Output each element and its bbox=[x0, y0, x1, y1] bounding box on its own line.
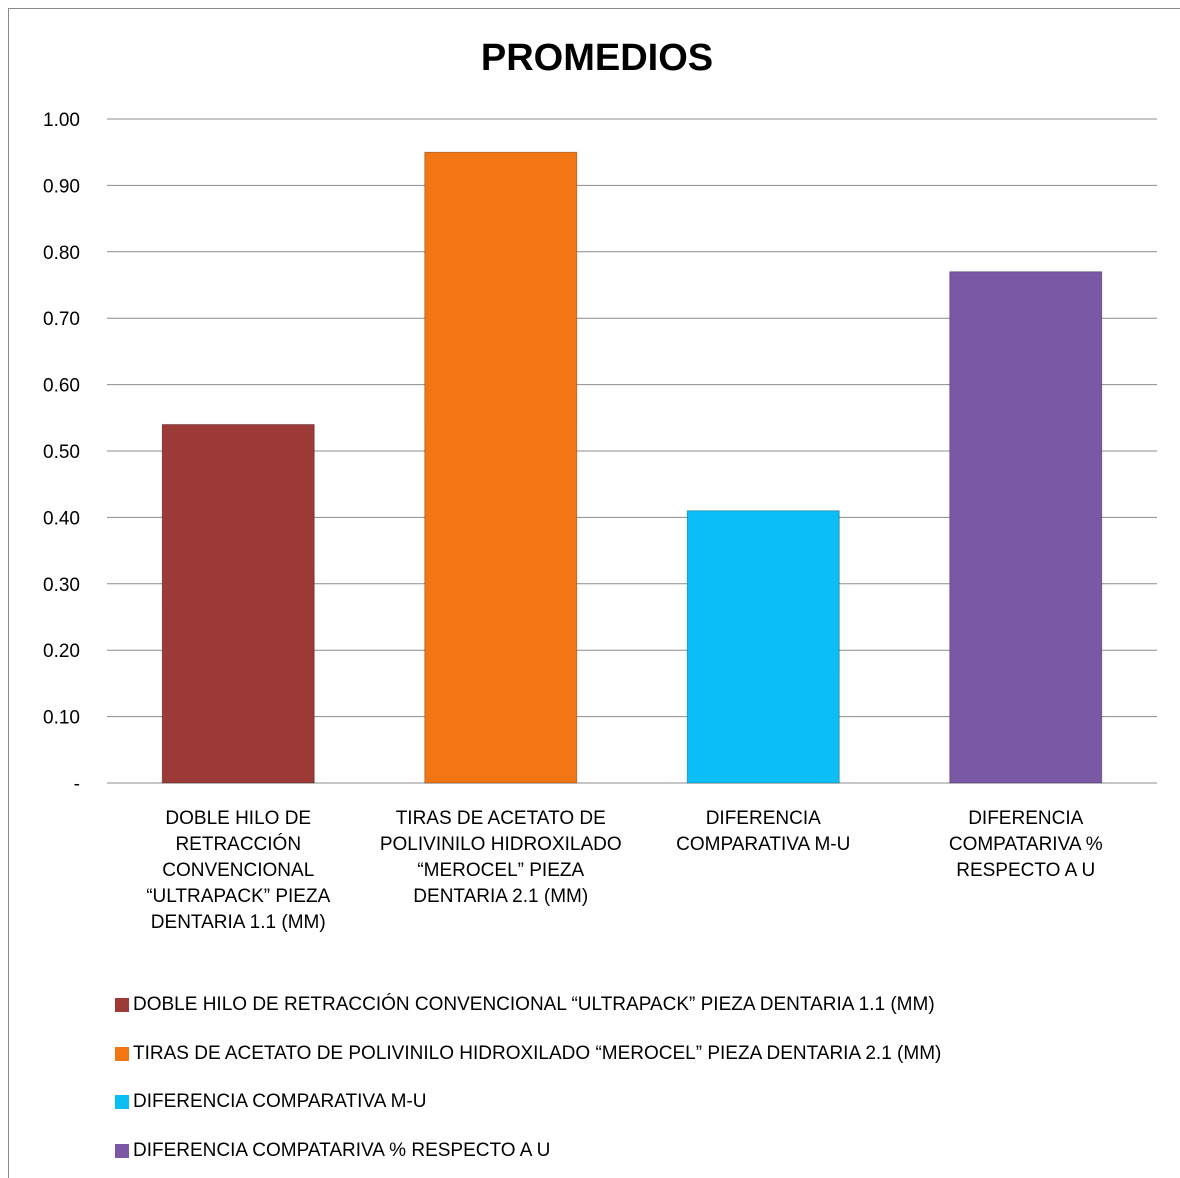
y-tick-label: 0.30 bbox=[43, 575, 80, 596]
legend-label: DOBLE HILO DE RETRACCIÓN CONVENCIONAL “U… bbox=[133, 994, 935, 1015]
x-tick-label: DIFERENCIA COMPARATIVA M-U bbox=[676, 808, 851, 855]
x-tick-label: TIRAS DE ACETATO DE POLIVINILO HIDROXILA… bbox=[379, 808, 622, 907]
legend-swatch bbox=[115, 998, 129, 1012]
x-tick-label: DIFERENCIA COMPATARIVA % RESPECTO A U bbox=[948, 808, 1103, 881]
bar-shade bbox=[949, 271, 1103, 784]
chart-title: PROMEDIOS bbox=[481, 37, 713, 79]
legend-swatch bbox=[115, 1046, 129, 1061]
bar-shade bbox=[686, 510, 840, 784]
legend-swatch bbox=[115, 1143, 129, 1158]
bar-shade bbox=[161, 423, 315, 784]
y-tick-label: 0.90 bbox=[43, 176, 80, 197]
legend-label: DIFERENCIA COMPATARIVA % RESPECTO A U bbox=[133, 1139, 551, 1161]
bar-shade bbox=[424, 151, 578, 784]
x-tick-label: DOBLE HILO DE RETRACCIÓN CONVENCIONAL “U… bbox=[146, 808, 331, 933]
legend-item: DIFERENCIA COMPATARIVA % RESPECTO A U bbox=[115, 1140, 550, 1162]
legend-item: DIFERENCIA COMPARATIVA M-U bbox=[115, 1091, 426, 1113]
y-tick-label: 0.60 bbox=[43, 376, 80, 397]
y-tick-label: 0.20 bbox=[43, 641, 80, 662]
legend-item: TIRAS DE ACETATO DE POLIVINILO HIDROXILA… bbox=[115, 1043, 941, 1065]
y-tick-label: 0.50 bbox=[43, 442, 80, 463]
y-tick-label: 0.40 bbox=[43, 508, 80, 529]
legend-swatch bbox=[115, 1095, 129, 1109]
y-tick-label: 0.70 bbox=[43, 309, 80, 330]
legend-label: TIRAS DE ACETATO DE POLIVINILO HIDROXILA… bbox=[133, 1042, 942, 1064]
chart-border bbox=[8, 8, 1180, 1178]
legend-label: DIFERENCIA COMPARATIVA M-U bbox=[133, 1091, 427, 1112]
y-tick-label: - bbox=[74, 774, 80, 795]
y-tick-label: 0.80 bbox=[43, 243, 80, 264]
legend-item: DOBLE HILO DE RETRACCIÓN CONVENCIONAL “U… bbox=[115, 994, 935, 1016]
y-tick-label: 0.10 bbox=[43, 708, 80, 729]
y-tick-label: 1.00 bbox=[43, 110, 80, 131]
